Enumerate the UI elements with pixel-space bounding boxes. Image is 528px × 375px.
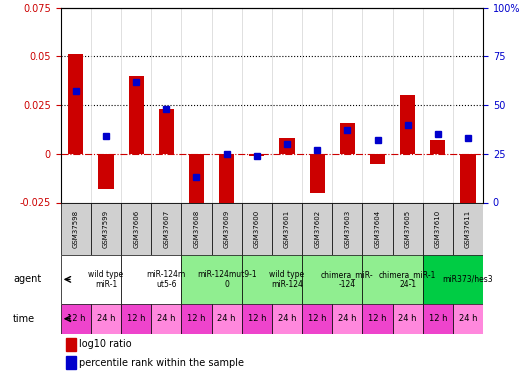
Text: GSM37601: GSM37601	[284, 210, 290, 248]
Bar	[91, 202, 121, 255]
Bar	[242, 202, 272, 255]
Text: 24 h: 24 h	[218, 314, 236, 323]
Text: GSM37607: GSM37607	[163, 210, 169, 248]
Bar	[309, 154, 325, 193]
Text: GSM37599: GSM37599	[103, 210, 109, 248]
Text: GSM37605: GSM37605	[404, 210, 411, 248]
Bar	[242, 255, 302, 304]
Text: 12 h: 12 h	[308, 314, 326, 323]
Bar	[61, 202, 91, 255]
Bar	[182, 255, 242, 304]
Bar	[362, 255, 423, 304]
Bar	[393, 304, 423, 334]
Text: 12 h: 12 h	[429, 314, 447, 323]
Bar	[242, 304, 272, 334]
Bar	[423, 255, 483, 304]
Text: percentile rank within the sample: percentile rank within the sample	[79, 358, 244, 368]
Bar	[332, 304, 362, 334]
Bar	[453, 304, 483, 334]
Bar	[121, 304, 151, 334]
Text: log10 ratio: log10 ratio	[79, 339, 132, 349]
Text: GSM37598: GSM37598	[73, 210, 79, 248]
Text: GSM37608: GSM37608	[193, 210, 200, 248]
Text: GSM37610: GSM37610	[435, 210, 441, 248]
Text: wild type
miR-124: wild type miR-124	[269, 270, 305, 289]
Bar	[332, 202, 362, 255]
Text: GSM37603: GSM37603	[344, 210, 351, 248]
Text: GSM37602: GSM37602	[314, 210, 320, 248]
Bar	[182, 202, 212, 255]
Bar	[212, 202, 242, 255]
Text: 12 h: 12 h	[67, 314, 85, 323]
Bar	[430, 140, 446, 154]
Bar	[159, 109, 174, 154]
Bar	[302, 304, 332, 334]
Bar	[66, 338, 76, 351]
Text: 12 h: 12 h	[248, 314, 266, 323]
Text: 12 h: 12 h	[127, 314, 145, 323]
Text: 24 h: 24 h	[459, 314, 477, 323]
Text: agent: agent	[13, 274, 42, 284]
Text: GSM37604: GSM37604	[374, 210, 381, 248]
Bar	[151, 202, 182, 255]
Bar	[219, 154, 234, 212]
Bar	[302, 202, 332, 255]
Bar	[340, 123, 355, 154]
Text: 24 h: 24 h	[278, 314, 296, 323]
Text: GSM37600: GSM37600	[254, 210, 260, 248]
Bar	[182, 304, 212, 334]
Text: 12 h: 12 h	[187, 314, 206, 323]
Text: 24 h: 24 h	[157, 314, 176, 323]
Bar	[370, 154, 385, 164]
Text: 24 h: 24 h	[338, 314, 356, 323]
Bar	[460, 154, 476, 226]
Bar	[129, 76, 144, 154]
Bar	[249, 154, 265, 156]
Text: miR373/hes3: miR373/hes3	[442, 275, 493, 284]
Text: GSM37609: GSM37609	[224, 210, 230, 248]
Bar	[91, 304, 121, 334]
Bar	[66, 356, 76, 369]
Bar	[151, 304, 182, 334]
Bar	[362, 202, 393, 255]
Bar	[272, 304, 302, 334]
Bar	[212, 304, 242, 334]
Text: GSM37606: GSM37606	[133, 210, 139, 248]
Bar	[302, 255, 362, 304]
Text: 24 h: 24 h	[399, 314, 417, 323]
Text: chimera_miR-
-124: chimera_miR- -124	[321, 270, 374, 289]
Bar	[453, 202, 483, 255]
Bar	[68, 54, 83, 154]
Text: miR-124mut9-1
0: miR-124mut9-1 0	[197, 270, 257, 289]
Bar	[98, 154, 114, 189]
Bar	[272, 202, 302, 255]
Bar	[61, 255, 121, 304]
Text: 24 h: 24 h	[97, 314, 115, 323]
Text: miR-124m
ut5-6: miR-124m ut5-6	[147, 270, 186, 289]
Bar	[121, 202, 151, 255]
Bar	[393, 202, 423, 255]
Bar	[423, 202, 453, 255]
Text: GSM37611: GSM37611	[465, 210, 471, 248]
Text: 12 h: 12 h	[368, 314, 387, 323]
Text: wild type
miR-1: wild type miR-1	[88, 270, 124, 289]
Text: chimera_miR-1
24-1: chimera_miR-1 24-1	[379, 270, 436, 289]
Bar	[61, 304, 91, 334]
Bar	[279, 138, 295, 154]
Bar	[189, 154, 204, 216]
Bar	[362, 304, 393, 334]
Bar	[121, 255, 182, 304]
Bar	[400, 95, 415, 154]
Text: time: time	[13, 314, 35, 324]
Bar	[423, 304, 453, 334]
